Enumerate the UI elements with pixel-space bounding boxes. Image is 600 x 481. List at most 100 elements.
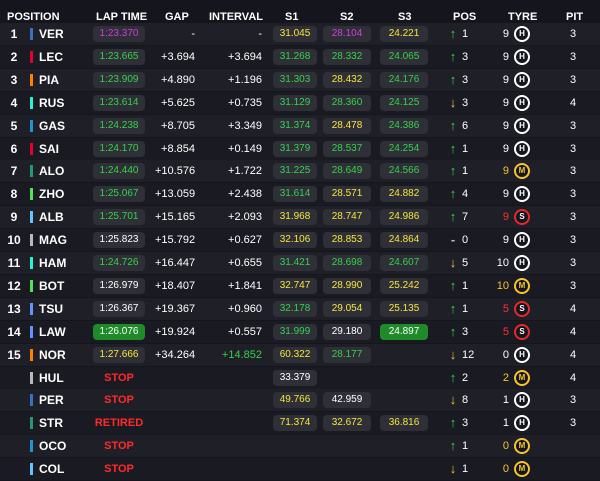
- table-row[interactable]: HUL STOP 33.379 ↑ 2 2 M 4: [0, 366, 600, 389]
- table-row[interactable]: 13 TSU 1:26.367 +19.367 +0.960 32.178 29.054 25…: [0, 297, 600, 320]
- driver-code: ZHO: [39, 187, 65, 202]
- position-number: [7, 412, 21, 434]
- position-number: 4: [10, 95, 18, 110]
- gap-value: +15.165: [155, 211, 196, 224]
- gap-value: +15.792: [155, 234, 196, 247]
- table-row[interactable]: COL STOP ↓ 1 0 M: [0, 458, 600, 481]
- table-row[interactable]: 8 ZHO 1:25.067 +13.059 +2.438 31.614 28.571 24.…: [0, 183, 600, 206]
- position-change: 1: [462, 463, 469, 476]
- gap-value: +10.576: [155, 165, 196, 178]
- gap-value: +19.367: [155, 302, 196, 315]
- lap-time: 1:26.979: [93, 277, 145, 294]
- pit-stops: 4: [569, 371, 577, 384]
- table-row[interactable]: 5 GAS 1:24.238 +8.705 +3.349 31.374 28.478 24.3…: [0, 114, 600, 137]
- interval-value: +1.722: [228, 165, 262, 178]
- sector-1-time: 60.322: [273, 346, 317, 363]
- pit-stops: 4: [569, 96, 577, 109]
- table-row[interactable]: 3 PIA 1:23.909 +4.890 +1.196 31.303 28.432 24.1…: [0, 68, 600, 91]
- tyre-soft-icon: S: [514, 300, 530, 317]
- position-number: 10: [7, 233, 21, 248]
- tyre-hard-icon: H: [514, 346, 530, 363]
- sector-2-time: 28.332: [323, 48, 371, 65]
- sector-2-time: 28.698: [323, 255, 371, 271]
- interval-value: +0.655: [228, 257, 262, 269]
- arrow-up-icon: ↑: [449, 163, 457, 179]
- team-color-bar: [30, 325, 33, 338]
- sector-1-time: 32.106: [273, 232, 317, 249]
- lap-time: 1:23.665: [93, 48, 145, 65]
- interval-value: +3.694: [228, 50, 262, 63]
- arrow-up-icon: ↑: [449, 186, 457, 202]
- tyre-hard-icon: H: [514, 140, 530, 157]
- status-text: RETIRED: [94, 417, 144, 430]
- lap-time: 1:26.367: [93, 300, 145, 317]
- sector-1-time: 32.178: [273, 300, 317, 317]
- tyre-soft-icon: S: [514, 209, 530, 226]
- header-lap-time: LAP TIME: [96, 11, 148, 23]
- gap-value: +19.924: [155, 325, 196, 338]
- table-row[interactable]: 11 HAM 1:24.726 +16.447 +0.655 31.421 28.698 24…: [0, 252, 600, 274]
- table-row[interactable]: PER STOP 49.766 42.959 ↓ 8 1 H 3: [0, 389, 600, 412]
- tyre-hard-icon: H: [514, 186, 530, 203]
- table-row[interactable]: 7 ALO 1:24.440 +10.576 +1.722 31.225 28.649 24.…: [0, 160, 600, 183]
- gap-value: +4.890: [161, 73, 195, 86]
- position-change: 3: [462, 96, 469, 109]
- arrow-up-icon: ↑: [449, 438, 457, 454]
- tyre-hard-icon: H: [514, 48, 530, 65]
- team-color-bar: [30, 348, 33, 361]
- sector-2-time: 42.959: [323, 392, 371, 409]
- table-row[interactable]: 1 VER 1:23.370- -31.045 28.104 24.221 ↑ 1 9 H 3: [0, 23, 600, 45]
- team-color-bar: [30, 234, 33, 247]
- gap-value: +5.625: [161, 96, 195, 109]
- lap-time: 1:23.370: [93, 26, 145, 42]
- team-color-bar: [30, 394, 33, 407]
- driver-code: VER: [39, 27, 64, 41]
- position-number: 6: [10, 141, 18, 156]
- interval-value: +0.960: [228, 302, 262, 315]
- tyre-laps: 9: [502, 188, 509, 201]
- table-row[interactable]: 12 BOT 1:26.979 +18.407 +1.841 32.747 28.990 25…: [0, 274, 600, 297]
- tyre-laps: 10: [496, 279, 509, 292]
- table-row[interactable]: 10 MAG 1:25.823 +15.792 +0.627 32.106 28.853 24…: [0, 229, 600, 252]
- gap-value: +13.059: [155, 188, 196, 201]
- sector-1-time: 33.379: [273, 369, 317, 386]
- position-number: [7, 458, 21, 480]
- interval-value: +0.149: [228, 142, 262, 155]
- sector-1-time: 71.374: [273, 415, 317, 432]
- table-row[interactable]: 14 LAW 1:26.076 +19.924 +0.557 31.999 29.180 24…: [0, 320, 600, 343]
- tyre-laps: 5: [502, 325, 509, 338]
- driver-code: HAM: [39, 256, 67, 270]
- sector-2-time: 28.990: [323, 277, 371, 294]
- tyre-laps: 2: [502, 371, 509, 384]
- table-row[interactable]: OCO STOP ↑ 1 0 M: [0, 435, 600, 458]
- lap-time: 1:25.067: [93, 186, 145, 203]
- lap-time: 1:23.614: [93, 94, 145, 111]
- table-row[interactable]: 2 LEC 1:23.665 +3.694 +3.694 31.268 28.332 24.0…: [0, 45, 600, 68]
- driver-code: TSU: [39, 301, 63, 316]
- position-number: [7, 367, 21, 389]
- sector-3-time: 24.566: [380, 163, 428, 180]
- driver-code: MAG: [39, 233, 67, 248]
- dash-icon: -: [450, 232, 456, 248]
- interval-value: +0.735: [228, 96, 262, 109]
- tyre-laps: 0: [502, 463, 509, 476]
- table-row[interactable]: 9 ALB 1:25.701 +15.165 +2.093 31.968 28.747 24.…: [0, 206, 600, 229]
- arrow-down-icon: ↓: [449, 461, 457, 477]
- sector-3-time: 24.221: [380, 26, 428, 42]
- table-row[interactable]: STR RETIRED 71.374 32.672 36.816 ↑ 3 1 H 3: [0, 412, 600, 435]
- table-row[interactable]: 4 RUS 1:23.614 +5.625 +0.735 31.129 28.360 24.1…: [0, 91, 600, 114]
- arrow-up-icon: ↑: [449, 369, 457, 385]
- table-row[interactable]: 15 NOR 1:27.666 +34.264 +14.852 60.322 28.177 ↓…: [0, 343, 600, 366]
- position-change: 1: [462, 302, 469, 315]
- pit-stops: 3: [569, 50, 577, 63]
- pit-stops: 3: [569, 279, 577, 292]
- tyre-laps: 10: [496, 257, 509, 269]
- tyre-medium-icon: M: [514, 163, 530, 180]
- sector-2-time: 28.537: [323, 140, 371, 157]
- pit-stops: 3: [569, 28, 577, 40]
- header-pos: POS: [453, 11, 477, 23]
- sector-1-time: 49.766: [273, 392, 317, 409]
- tyre-laps: 1: [502, 394, 509, 407]
- table-row[interactable]: 6 SAI 1:24.170 +8.854 +0.149 31.379 28.537 24.2…: [0, 137, 600, 160]
- arrow-down-icon: ↓: [449, 392, 457, 408]
